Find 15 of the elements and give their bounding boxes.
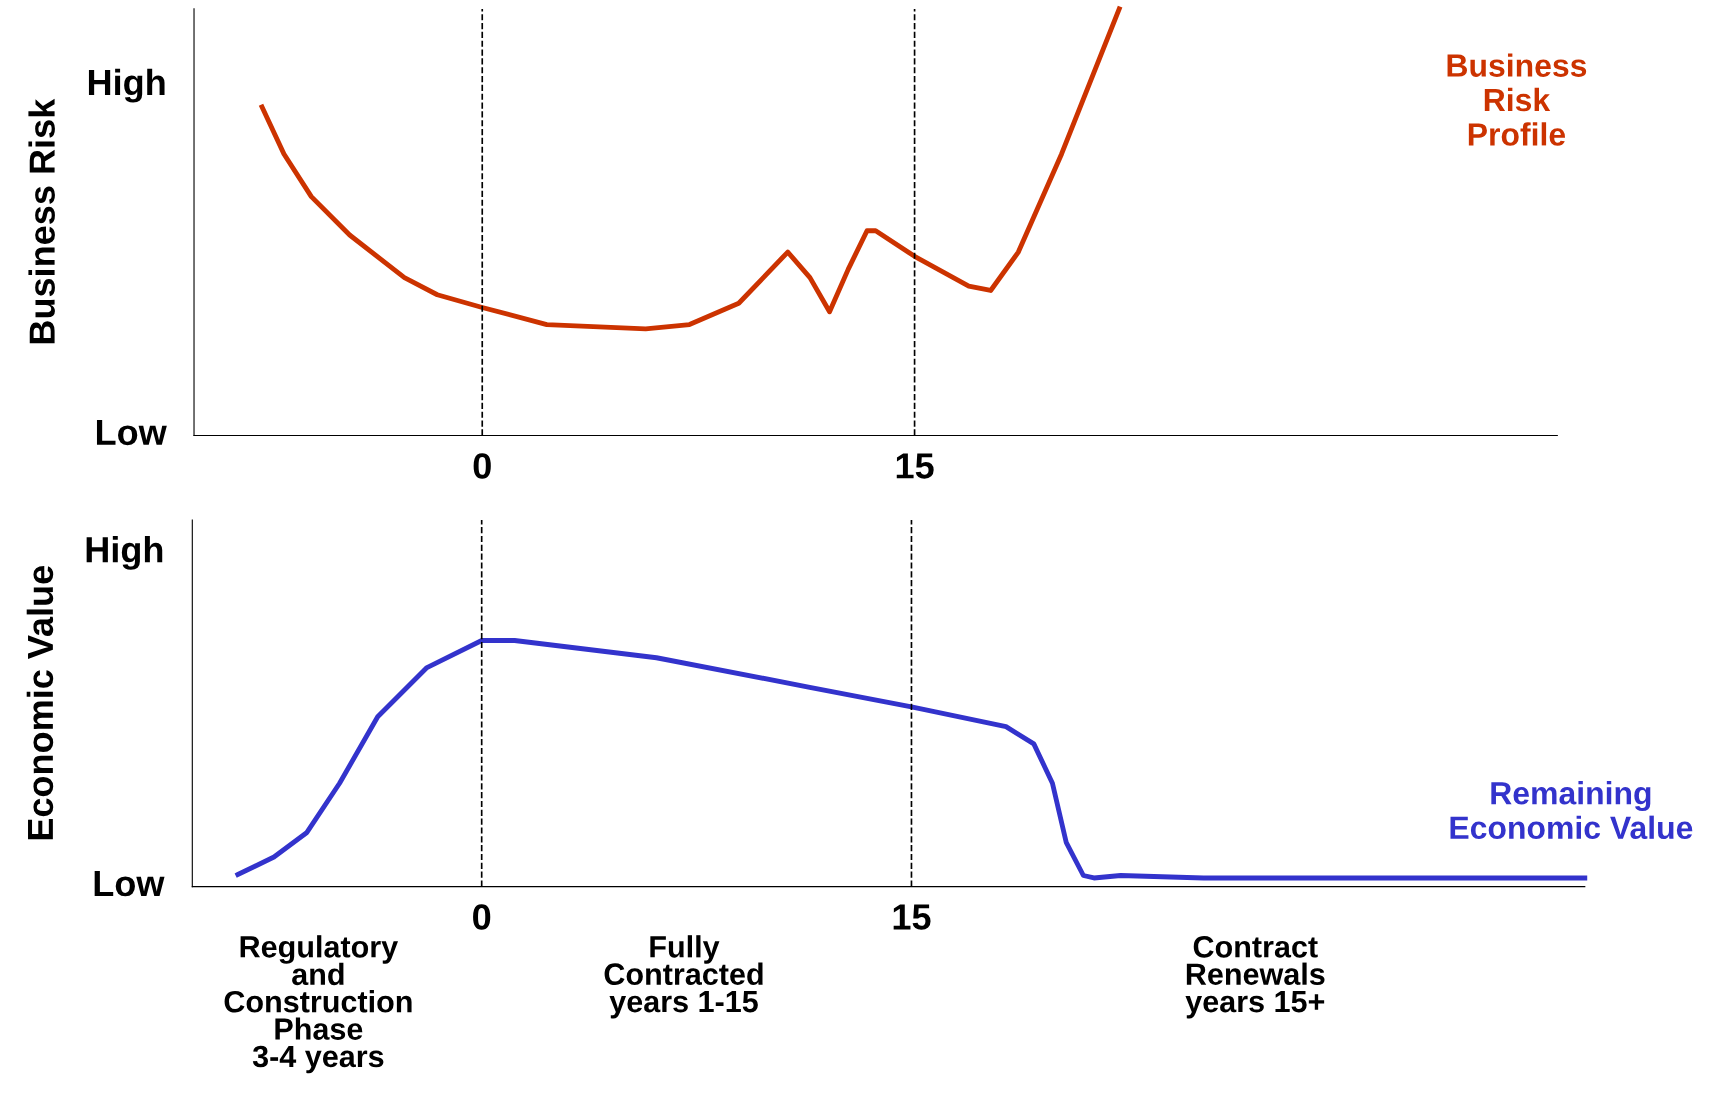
text: Contract Renewals years 15+	[1185, 936, 1325, 1019]
text: Fully Contracted years 1-15	[604, 935, 763, 1019]
text: Regulatory and Construction Phase 3-4 years	[224, 935, 412, 1074]
text: Low	[96, 420, 167, 446]
text: Business Risk Profile	[1447, 53, 1587, 146]
text: Low	[94, 871, 165, 897]
x-tick-label: 0	[473, 453, 491, 479]
text: High	[86, 536, 163, 570]
x-tick-label: 0	[473, 904, 491, 930]
x-tick-label: 15	[896, 453, 934, 479]
series-label: Remaining Economic Value	[1450, 781, 1693, 840]
x-tick-label: 15	[893, 904, 931, 930]
y-axis-title: Business Risk	[28, 98, 55, 344]
text: High	[88, 68, 165, 103]
y-axis-title: Economic Value	[26, 566, 54, 840]
